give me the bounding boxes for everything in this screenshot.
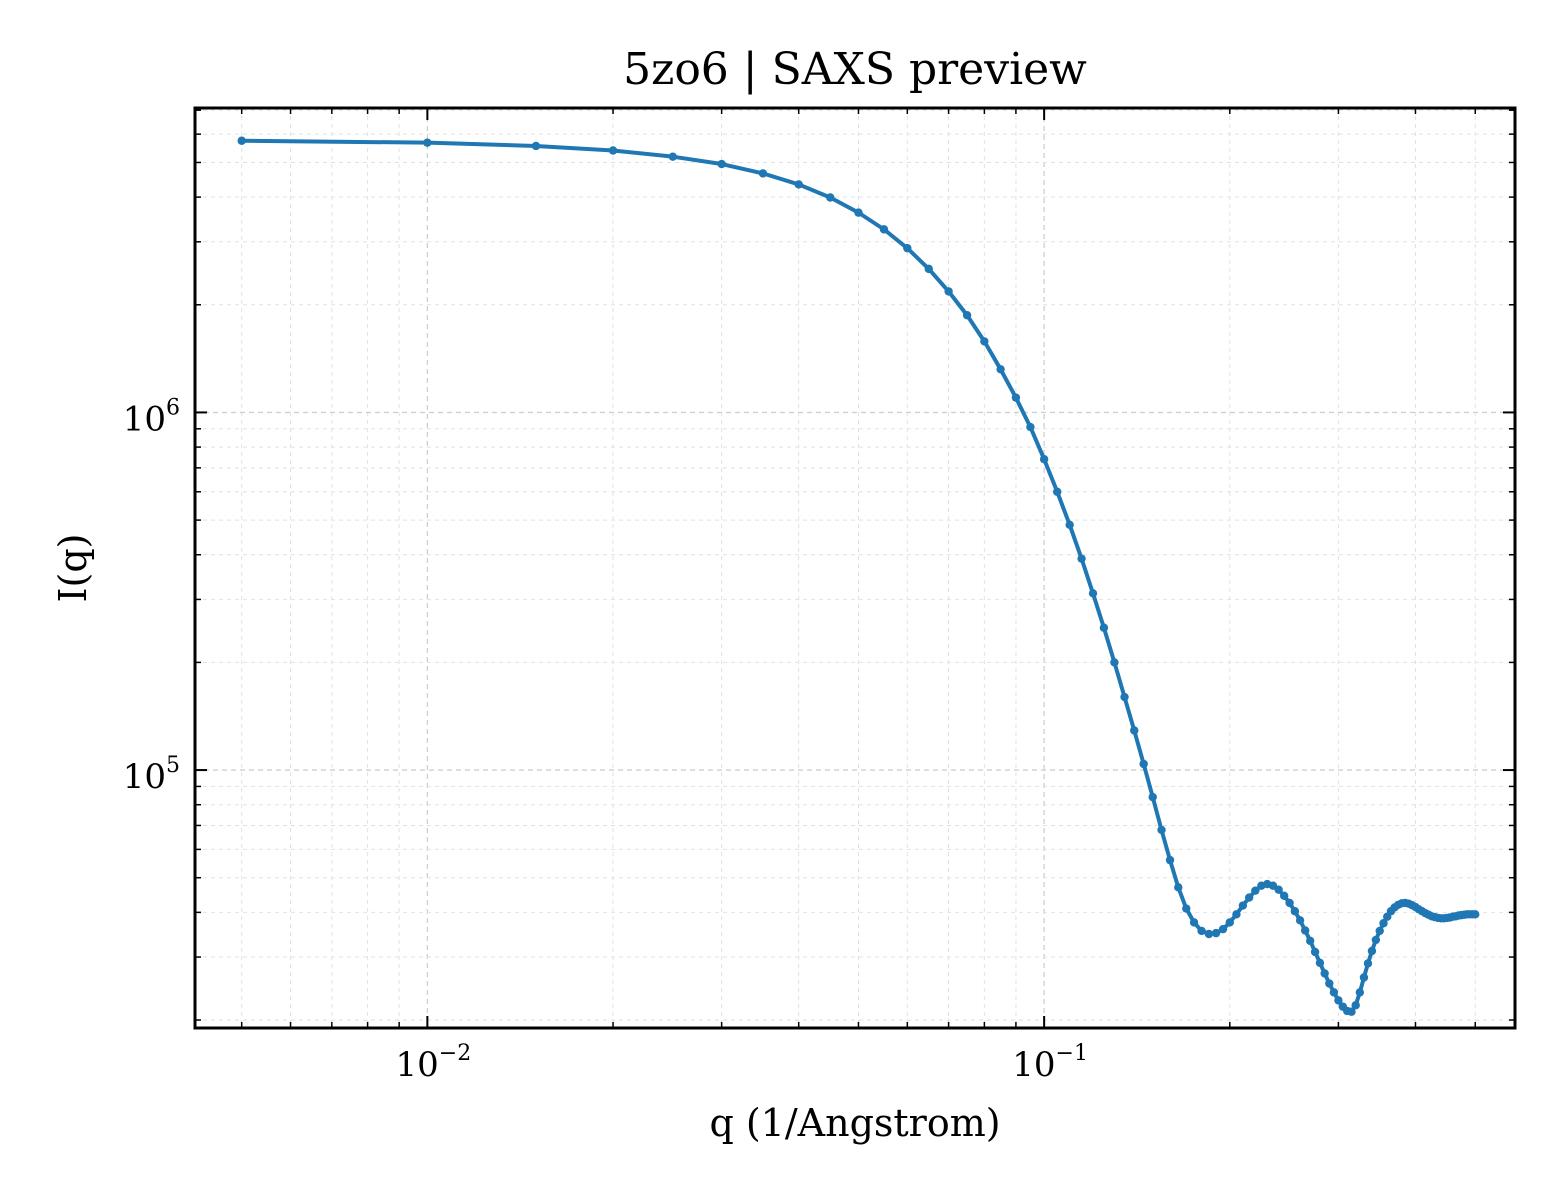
data-point (1290, 907, 1300, 916)
data-point (1295, 916, 1305, 925)
data-point (1371, 935, 1381, 945)
data-point (1363, 959, 1373, 968)
axis-ticks (195, 108, 1515, 1028)
data-point (1300, 926, 1310, 935)
data-point (1244, 893, 1254, 902)
data-point (1320, 969, 1329, 978)
data-point (1305, 936, 1315, 946)
data-point (1165, 855, 1175, 865)
data-point (794, 180, 803, 189)
data-point (758, 169, 768, 178)
plot-frame (193, 106, 1517, 1030)
data-point (1053, 487, 1062, 496)
data-point (944, 287, 953, 296)
data-point (1039, 455, 1049, 464)
y-tick-label-1e5: 105 (123, 753, 180, 797)
data-point (962, 311, 972, 320)
data-point (423, 138, 432, 147)
data-point (879, 225, 889, 234)
data-point (1347, 1007, 1356, 1016)
x-tick-label-1e-2: 10−2 (396, 1041, 472, 1085)
data-point (1274, 885, 1283, 894)
data-point (1110, 658, 1119, 667)
data-point (1329, 988, 1339, 997)
data-point (1130, 726, 1139, 735)
data-point (1251, 886, 1260, 895)
data-point (1359, 973, 1369, 982)
chart-title: 5zo6 | SAXS preview (623, 44, 1087, 95)
data-point (1471, 910, 1480, 919)
series-layer (237, 136, 1480, 1016)
data-point (1225, 918, 1235, 927)
data-point (1232, 910, 1241, 919)
x-tick-label-1e-1: 10−1 (1012, 1041, 1088, 1085)
data-point (1211, 928, 1221, 938)
data-point (1065, 520, 1074, 530)
data-point (668, 152, 678, 161)
data-point (1139, 759, 1148, 769)
data-point (1026, 422, 1035, 432)
data-point (1148, 792, 1157, 802)
data-point (608, 146, 618, 155)
data-point (531, 141, 541, 151)
y-tick-label-1e6: 106 (123, 395, 180, 439)
data-point (1334, 996, 1343, 1005)
data-point (1011, 393, 1021, 402)
data-point (1204, 929, 1214, 939)
data-point (1367, 946, 1377, 956)
data-point (1174, 883, 1183, 892)
data-point (1182, 904, 1191, 913)
data-point (996, 365, 1005, 374)
data-point (826, 193, 835, 202)
data-point (1315, 958, 1325, 968)
x-axis-label: q (1/Angstrom) (709, 1101, 1000, 1145)
data-point (1120, 692, 1129, 702)
data-point (1077, 554, 1086, 563)
grid-lines (195, 108, 1515, 1028)
data-point (1379, 919, 1388, 928)
data-point (1355, 988, 1365, 997)
data-point (1279, 891, 1289, 901)
data-point (1088, 589, 1098, 598)
data-point (1325, 979, 1334, 988)
y-axis-label: I(q) (51, 534, 95, 603)
data-point (854, 208, 863, 217)
data-point (1238, 901, 1248, 910)
data-point (237, 136, 246, 145)
data-point (717, 159, 726, 169)
data-point (1157, 825, 1166, 835)
data-point (1197, 926, 1206, 936)
data-point (1099, 623, 1109, 632)
data-point (980, 337, 989, 346)
data-point (1285, 898, 1294, 908)
data-point (1218, 924, 1228, 934)
data-point (1351, 1001, 1360, 1010)
data-point (903, 243, 912, 253)
data-point (1189, 918, 1199, 927)
data-point (1310, 947, 1320, 957)
data-point (1375, 926, 1384, 936)
data-point (924, 264, 933, 274)
